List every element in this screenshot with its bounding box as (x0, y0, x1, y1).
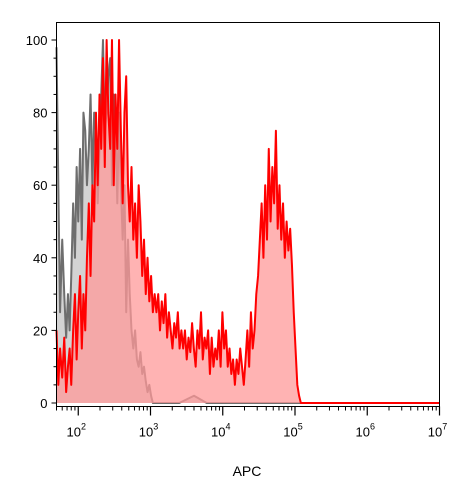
series-layer (55, 39, 440, 404)
x-tick-label: 105 (283, 422, 302, 440)
y-tick-label: 80 (33, 106, 47, 121)
y-tick-label: 0 (40, 396, 47, 411)
y-tick-label: 100 (26, 33, 48, 48)
x-tick-label: 102 (67, 422, 86, 440)
x-tick-label: 107 (428, 422, 447, 440)
x-axis-title: APC (233, 463, 262, 479)
axis-layer: 0 20 40 60 80 100 102 103 104 105 106 107 (26, 33, 447, 440)
series-2-line (55, 39, 440, 404)
x-tick-label: 106 (356, 422, 375, 440)
y-tick-label: 20 (33, 323, 47, 338)
x-tick-label: 104 (211, 422, 230, 440)
x-tick-label: 103 (139, 422, 158, 440)
y-tick-label: 40 (33, 251, 47, 266)
y-tick-label: 60 (33, 178, 47, 193)
plot-frame (56, 22, 440, 407)
